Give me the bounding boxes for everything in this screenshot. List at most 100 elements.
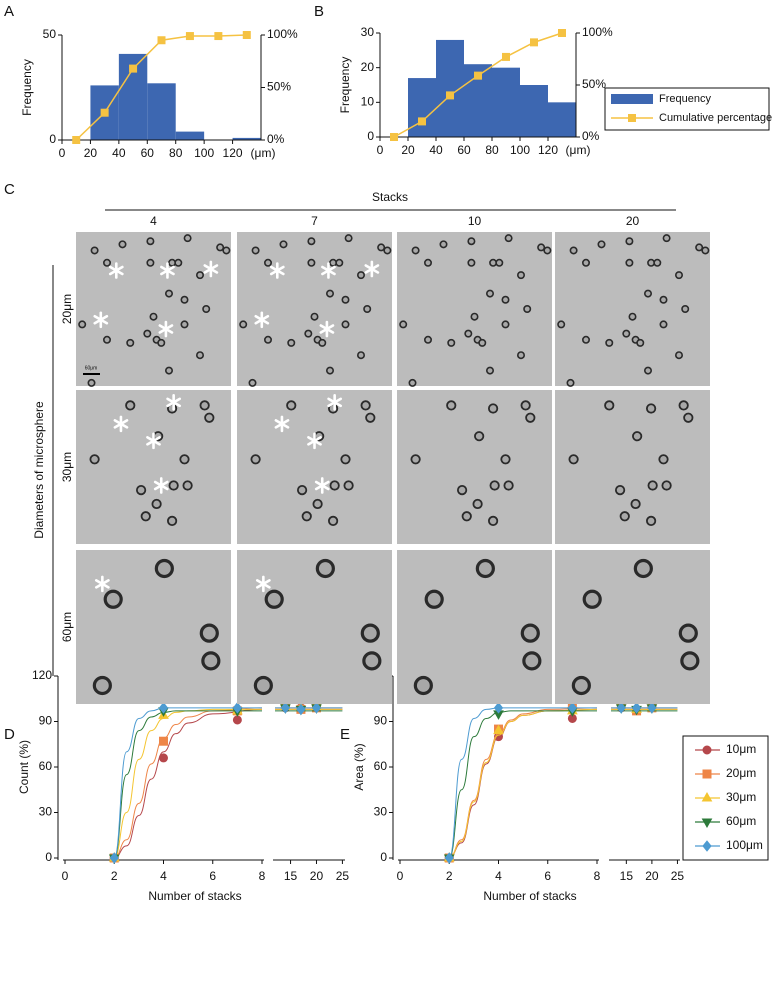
y-tick-label: 90 [39,714,53,728]
microsphere [439,240,448,249]
asterisk [108,265,124,276]
microsphere [90,246,99,255]
grid-header: Stacks [372,190,408,204]
marker [158,702,169,714]
microsphere [264,589,284,609]
x-tick-label: 6 [544,869,551,883]
legend-swatch [611,94,653,104]
microsphere [149,312,158,321]
microsphere [377,243,386,252]
microsphere [525,412,536,423]
cumulative-marker [214,32,223,41]
microsphere [287,338,296,347]
microsphere [571,675,591,696]
microsphere [286,400,297,411]
microsphere [92,675,112,696]
y2-tick-label: 0% [267,132,285,146]
microsphere [174,258,183,267]
microsphere [248,378,257,387]
panel-label: E [340,726,350,743]
y-tick-label: 60 [374,759,388,773]
microsphere [619,511,630,522]
x-tick-label: 40 [429,143,443,157]
x-tick-label: 15 [284,869,298,883]
microsphere [356,271,365,280]
x-axis-label: Number of stacks [148,889,241,903]
microsphere [78,320,87,329]
microsphere [151,498,162,510]
legend-marker [701,818,713,829]
microsphere [464,329,473,338]
marker [159,753,168,763]
microsphere [647,480,658,491]
microsphere [165,366,174,375]
legend-box [682,735,769,861]
microsphere [622,329,631,338]
asterisk [321,265,336,276]
microsphere [360,400,371,411]
x-tick-label: 120 [538,143,558,157]
microsphere [661,480,672,491]
x-tick-label: 4 [160,869,167,883]
scale-bar-label: 60μm [85,365,98,371]
microsphere [89,454,100,465]
asterisk [160,265,175,276]
microsphere [408,378,417,387]
microsphere [304,329,313,338]
microsphere [478,338,487,347]
bar [175,131,205,140]
marker [232,702,243,714]
row-axis-label: Diameters of microsphere [32,401,46,539]
cumulative-marker [129,64,138,73]
microsphere [343,480,354,491]
cumulative-marker [530,38,538,47]
microsphere [659,295,668,304]
legend-marker [702,769,712,779]
microsphere [301,511,312,522]
y2-tick-label: 0% [582,129,600,143]
microsphere [446,400,457,411]
asterisk [269,265,285,276]
legend-label: Cumulative percentage [659,112,772,124]
asterisk [319,324,335,334]
microsphere [423,258,432,267]
microsphere [329,480,340,491]
panel-label: C [4,181,15,198]
microsphere [568,454,579,465]
microsphere [674,271,683,280]
x-tick-label: 80 [485,143,499,157]
asterisk [203,264,219,274]
microsphere [501,320,510,329]
y-tick-label: 0 [367,129,374,143]
y-tick-label: 20 [361,60,375,74]
y-tick-label: 30 [361,25,375,39]
microsphere [341,320,350,329]
x-tick-label: 2 [446,869,453,883]
marker [647,702,657,714]
microsphere [520,623,540,643]
asterisk [314,480,330,491]
microsphere [424,589,444,609]
marker [232,715,242,725]
microsphere [154,558,174,579]
microsphere [500,454,511,465]
microsphere [146,237,155,246]
legend-label: 60μm [726,814,756,828]
microsphere [196,351,205,360]
y-tick-label: 30 [39,805,53,819]
microsphere [645,403,657,414]
x-tick-label: 15 [620,869,634,883]
microsphere [516,271,525,280]
microsphere [633,558,653,579]
marker [616,702,626,714]
microsphere [636,338,645,347]
microsphere [118,240,127,249]
microsphere [410,454,421,465]
microsphere [537,243,546,252]
asterisk [255,579,271,589]
panel-label: B [314,3,324,20]
x-tick-label: 0 [377,143,384,157]
x-tick-label: 25 [336,869,350,883]
microsphere [340,454,351,465]
